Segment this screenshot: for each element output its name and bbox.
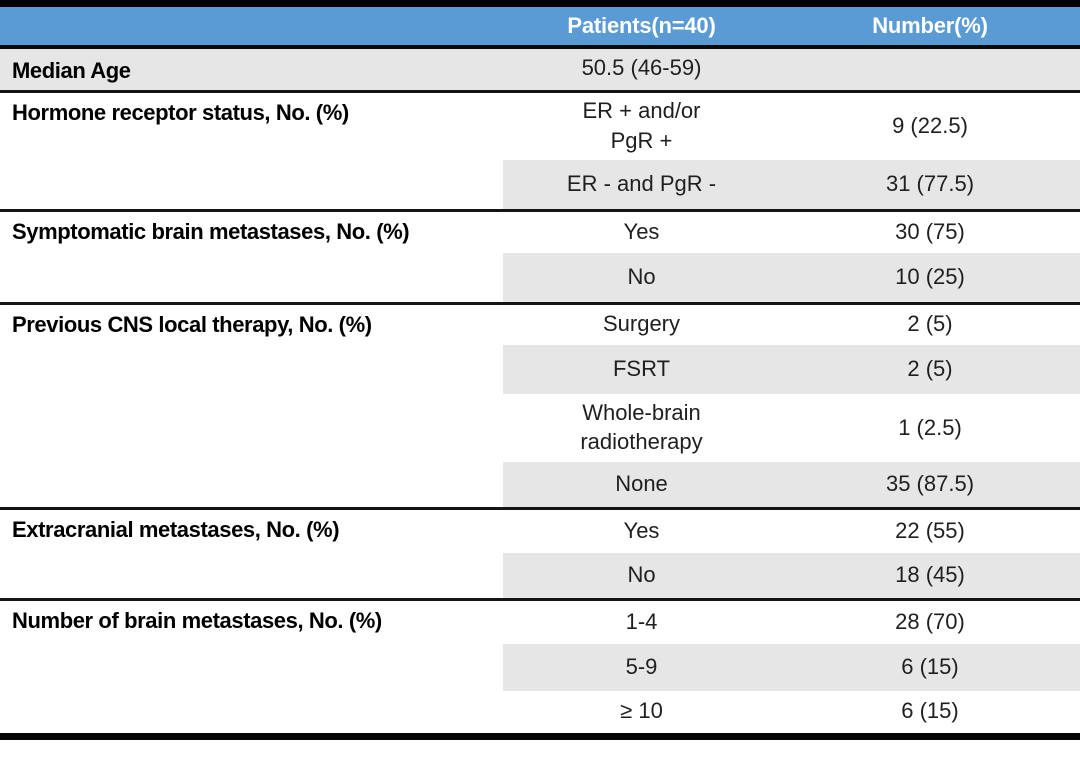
header-number: Number(%) [872,12,988,38]
number-cell: 30 (75) [895,218,965,244]
table-row: FSRT 2 (5) [0,345,1080,395]
number-cell: 28 (70) [895,608,965,634]
number-cell: 6 (15) [901,698,959,724]
number-cell: 18 (45) [780,553,1080,600]
table-row: Number of brain metastases, No. (%) 1-4 … [0,599,1080,737]
patients-cell: 5-9 [503,644,780,692]
number-cell: 22 (55) [895,517,965,543]
patients-cell: Surgery [602,311,681,337]
table-row: ≥ 10 6 (15) [0,691,1080,736]
number-cell: 9 (22.5) [892,112,968,138]
patients-cell: Yes [623,218,660,244]
number-cell: 35 (87.5) [780,462,1080,509]
patient-characteristics-table: Patients(n=40) Number(%) Median Age 50.5… [0,0,1080,740]
table-row: No 18 (45) [0,553,1080,600]
patients-cell: None [503,462,780,509]
table-row: Median Age 50.5 (46-59) [0,46,1080,92]
table-row: Extracranial metastases, No. (%) Yes 22 … [0,508,1080,600]
table-row: Whole-brain radiotherapy 1 (2.5) [0,394,1080,462]
patients-cell: FSRT [503,345,780,395]
patients-cell: ER + and/or PgR + [582,98,701,153]
patients-cell: ≥ 10 [620,698,663,724]
table-row: 5-9 6 (15) [0,644,1080,692]
patients-cell: 50.5 (46-59) [503,46,780,92]
patients-cell: Yes [623,517,660,543]
table-row: Hormone receptor status, No. (%) ER + an… [0,91,1080,211]
table-row: None 35 (87.5) [0,462,1080,509]
header-empty-cell [0,4,503,47]
number-cell: 1 (2.5) [898,414,962,440]
table-row: Previous CNS local therapy, No. (%) Surg… [0,303,1080,509]
section-label: Extracranial metastases, No. (%) [0,508,503,600]
number-cell: 10 (25) [780,253,1080,304]
section-label: Median Age [0,46,503,92]
header-row: Patients(n=40) Number(%) [0,3,1080,47]
section-label: Symptomatic brain metastases, No. (%) [0,210,503,304]
section-label: Number of brain metastases, No. (%) [0,599,503,737]
table-row: ER - and PgR - 31 (77.5) [0,160,1080,211]
patients-cell: Whole-brain radiotherapy [580,399,703,455]
number-cell: 2 (5) [780,345,1080,395]
patients-cell: ER - and PgR - [503,160,780,211]
header-patients: Patients(n=40) [567,12,716,38]
patients-cell: No [503,553,780,600]
table-row: Symptomatic brain metastases, No. (%) Ye… [0,210,1080,304]
section-label: Hormone receptor status, No. (%) [0,91,503,211]
number-cell: 6 (15) [780,644,1080,692]
table-row: No 10 (25) [0,253,1080,304]
number-cell [780,46,1080,92]
patients-cell: No [503,253,780,304]
number-cell: 31 (77.5) [780,160,1080,211]
patients-cell: 1-4 [625,608,658,634]
number-cell: 2 (5) [907,311,953,337]
section-label: Previous CNS local therapy, No. (%) [0,303,503,509]
